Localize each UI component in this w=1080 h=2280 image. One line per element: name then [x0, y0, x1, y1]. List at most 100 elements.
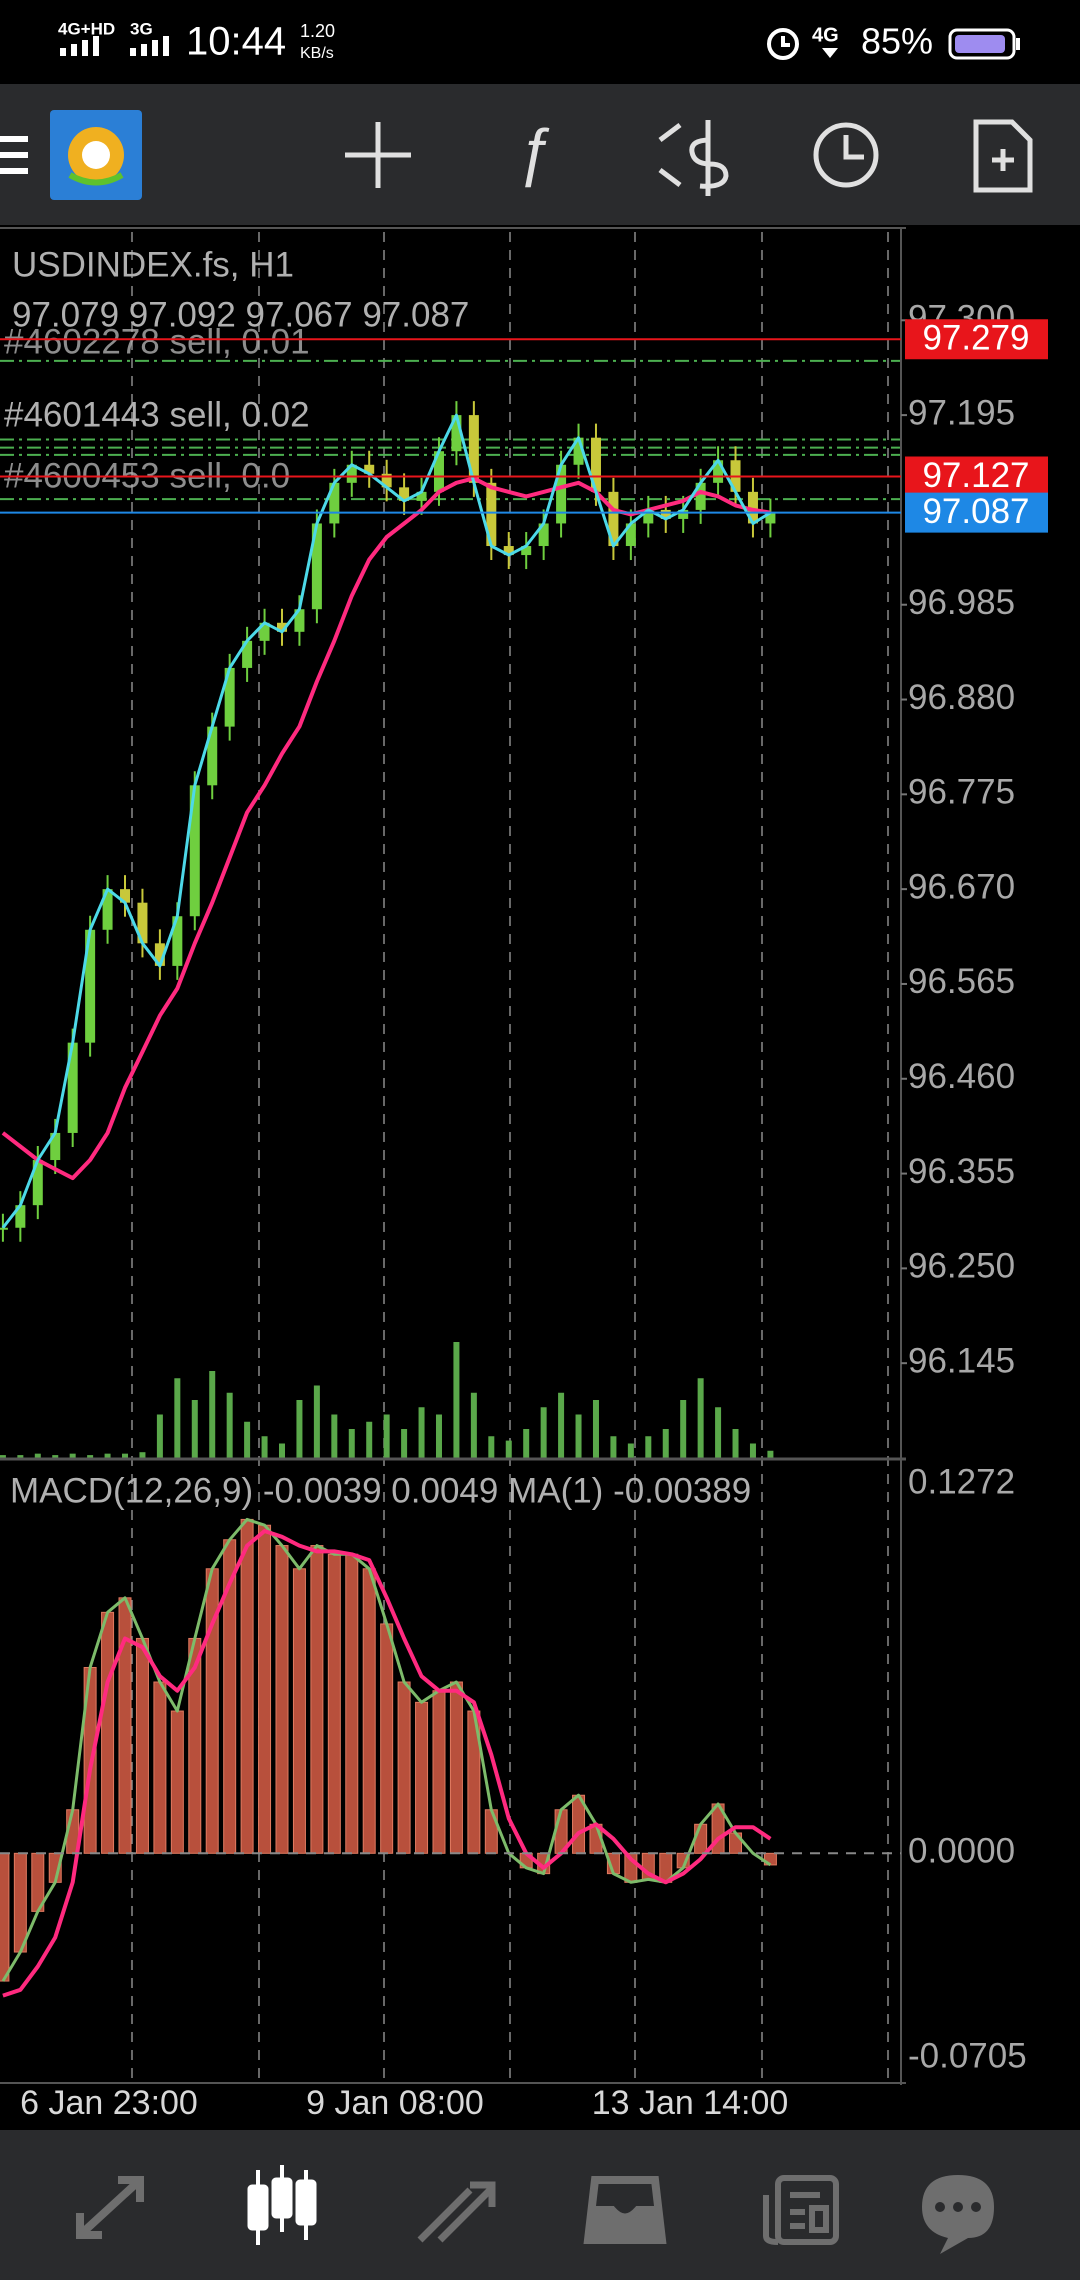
- volume-bar: [697, 1378, 704, 1458]
- candle: [747, 491, 758, 524]
- candle: [678, 509, 689, 519]
- new-chart-button[interactable]: [973, 119, 1033, 193]
- trade-button[interactable]: [658, 120, 729, 196]
- volume-bar: [122, 1453, 129, 1458]
- speed-unit: KB/s: [300, 45, 334, 62]
- chart-tab[interactable]: [247, 2165, 317, 2245]
- volume-bar: [732, 1429, 739, 1458]
- price-tag: [905, 456, 1048, 497]
- macd-bar: [135, 1637, 149, 1854]
- candle: [120, 889, 131, 903]
- macd-bar: [13, 1852, 27, 1953]
- candle: [207, 726, 218, 786]
- menu-button[interactable]: [0, 136, 28, 174]
- history-tab[interactable]: [583, 2176, 667, 2244]
- battery-level: 85%: [861, 21, 933, 62]
- candle: [521, 546, 532, 556]
- candle: [713, 460, 724, 483]
- volume-bar: [453, 1342, 460, 1458]
- quotes-tab[interactable]: [76, 2176, 144, 2239]
- candle: [32, 1160, 43, 1206]
- signal-icon: [60, 36, 169, 56]
- candle: [538, 523, 549, 547]
- y-tick-label: 0.0000: [908, 1832, 1015, 1871]
- volume-bar: [505, 1440, 512, 1458]
- y-tick-label: 97.195: [908, 393, 1015, 432]
- candle: [137, 902, 148, 944]
- volume-bar: [278, 1443, 285, 1458]
- candle: [242, 640, 253, 668]
- macd-bar: [240, 1518, 254, 1854]
- plot: [0, 232, 901, 2080]
- candle: [608, 491, 619, 547]
- period-button[interactable]: [813, 122, 879, 188]
- signal-line: [2, 1529, 772, 1998]
- volume-bar: [69, 1453, 76, 1458]
- y-tick-label: 0.1272: [908, 1462, 1015, 1501]
- volume-bar: [331, 1414, 338, 1458]
- volume-bar: [139, 1452, 146, 1458]
- chat-tab[interactable]: [922, 2175, 994, 2254]
- macd-bar: [258, 1524, 272, 1854]
- macd-bar: [101, 1611, 115, 1854]
- ohlc-label: 97.079 97.092 97.067 97.087: [12, 295, 469, 334]
- volume-bar: [244, 1421, 251, 1458]
- price-tag-label: 97.087: [922, 492, 1029, 531]
- toolbar: [0, 84, 1080, 225]
- volume-bar: [383, 1414, 390, 1458]
- candle: [643, 509, 654, 524]
- candle: [294, 609, 305, 632]
- date-label: 13 Jan 14:00: [592, 2084, 789, 2122]
- volume-bar: [34, 1453, 41, 1458]
- volume-bar: [191, 1400, 198, 1458]
- candle: [433, 451, 444, 492]
- volume-bar: [627, 1443, 634, 1458]
- candle: [573, 437, 584, 465]
- y-tick-label: 96.145: [908, 1341, 1015, 1380]
- macd-label: MACD(12,26,9) -0.0039 0.0049 MA(1) -0.00…: [10, 1471, 751, 1510]
- candle: [15, 1205, 26, 1228]
- macd-bar: [310, 1545, 324, 1854]
- candle: [399, 487, 410, 501]
- bottom-nav: [0, 2130, 1080, 2280]
- y-tick-label: 96.250: [908, 1247, 1015, 1286]
- volume-bar: [226, 1392, 233, 1458]
- candle: [381, 473, 392, 488]
- macd-bar: [362, 1568, 376, 1854]
- candle: [660, 509, 671, 519]
- y-tick-label: 96.565: [908, 962, 1015, 1001]
- price-tag-label: 97.127: [922, 456, 1029, 495]
- volume-bar: [592, 1400, 599, 1458]
- candle: [364, 464, 375, 474]
- clock: 10:44: [186, 20, 286, 64]
- y-tick-label: 96.460: [908, 1057, 1015, 1096]
- volume-bar: [0, 1455, 6, 1458]
- candle: [416, 491, 427, 501]
- indicators-button[interactable]: ƒ: [516, 115, 552, 188]
- volume-bar: [52, 1455, 59, 1458]
- news-tab[interactable]: [763, 2175, 839, 2245]
- volume-bar: [680, 1400, 687, 1458]
- macd-bar: [380, 1623, 394, 1854]
- macd-bar: [153, 1681, 167, 1854]
- candle: [346, 464, 357, 483]
- volume-bar: [488, 1436, 495, 1458]
- y-tick-label: 96.880: [908, 678, 1015, 717]
- volume-bar: [523, 1429, 530, 1458]
- battery-icon: [948, 28, 1020, 60]
- candle: [765, 512, 776, 524]
- y-tick-label: 96.775: [908, 773, 1015, 812]
- macd-bar: [327, 1553, 341, 1854]
- macd-bar: [118, 1597, 132, 1854]
- volume-bar: [558, 1392, 565, 1458]
- candle: [556, 464, 567, 524]
- app-logo[interactable]: [50, 110, 142, 200]
- status-bar: [0, 0, 1080, 84]
- volume-bar: [610, 1436, 617, 1458]
- macd-bar: [275, 1545, 289, 1854]
- volume-bar: [261, 1436, 268, 1458]
- volume-bar: [401, 1429, 408, 1458]
- trade-tab[interactable]: [417, 2181, 496, 2243]
- price-line: [1, 413, 772, 1229]
- crosshair-button[interactable]: [345, 122, 411, 188]
